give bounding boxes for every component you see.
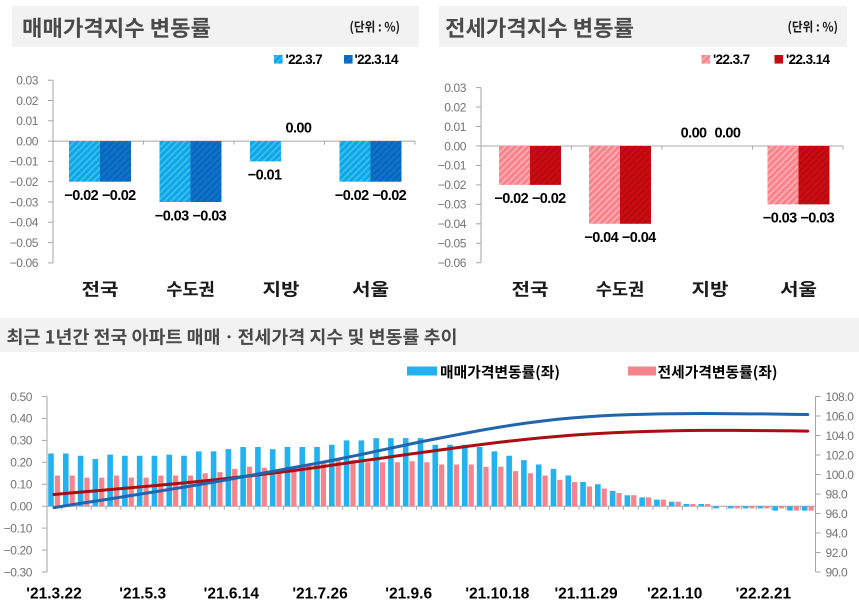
svg-text:'21.3.22: '21.3.22 bbox=[26, 586, 81, 603]
svg-text:0.00: 0.00 bbox=[16, 134, 38, 148]
svg-text:0.30: 0.30 bbox=[10, 434, 32, 448]
svg-text:0.00: 0.00 bbox=[681, 125, 707, 141]
svg-text:−0.02: −0.02 bbox=[102, 188, 136, 204]
svg-text:0.01: 0.01 bbox=[16, 114, 38, 128]
svg-text:'21.11.29: '21.11.29 bbox=[554, 586, 618, 603]
svg-text:'22.3.14: '22.3.14 bbox=[355, 52, 400, 67]
svg-text:−0.06: −0.06 bbox=[438, 256, 467, 270]
svg-text:'22.3.7: '22.3.7 bbox=[713, 52, 750, 67]
svg-text:0.03: 0.03 bbox=[16, 74, 38, 88]
svg-text:0.20: 0.20 bbox=[10, 456, 32, 470]
svg-text:−0.10: −0.10 bbox=[4, 521, 33, 535]
svg-text:0.02: 0.02 bbox=[444, 100, 466, 114]
svg-text:'21.10.18: '21.10.18 bbox=[465, 586, 529, 603]
svg-text:'22.1.10: '22.1.10 bbox=[647, 586, 702, 603]
svg-text:−0.02: −0.02 bbox=[64, 188, 98, 204]
svg-text:100.0: 100.0 bbox=[826, 468, 855, 482]
svg-text:−0.03: −0.03 bbox=[155, 208, 189, 224]
svg-text:−0.02: −0.02 bbox=[335, 188, 369, 204]
svg-text:−0.02: −0.02 bbox=[438, 178, 467, 192]
svg-text:98.0: 98.0 bbox=[826, 487, 848, 501]
svg-text:−0.04: −0.04 bbox=[622, 230, 656, 246]
svg-text:0.03: 0.03 bbox=[444, 81, 466, 95]
svg-text:−0.05: −0.05 bbox=[10, 236, 39, 250]
svg-text:102.0: 102.0 bbox=[826, 448, 855, 462]
svg-text:'22.3.14: '22.3.14 bbox=[786, 52, 831, 67]
svg-text:0.40: 0.40 bbox=[10, 412, 32, 426]
svg-text:−0.02: −0.02 bbox=[532, 191, 566, 207]
svg-text:−0.02: −0.02 bbox=[494, 191, 528, 207]
svg-text:−0.03: −0.03 bbox=[438, 198, 467, 212]
svg-text:90.0: 90.0 bbox=[826, 565, 848, 579]
svg-text:0.10: 0.10 bbox=[10, 478, 32, 492]
svg-text:0.01: 0.01 bbox=[444, 120, 466, 134]
svg-text:94.0: 94.0 bbox=[826, 526, 848, 540]
svg-text:−0.02: −0.02 bbox=[10, 175, 39, 189]
svg-text:96.0: 96.0 bbox=[826, 507, 848, 521]
svg-text:−0.01: −0.01 bbox=[438, 159, 467, 173]
svg-text:−0.20: −0.20 bbox=[4, 543, 33, 557]
svg-text:0.00: 0.00 bbox=[285, 121, 311, 137]
svg-text:104.0: 104.0 bbox=[826, 429, 855, 443]
svg-text:−0.03: −0.03 bbox=[763, 211, 797, 227]
svg-text:'21.9.6: '21.9.6 bbox=[385, 586, 432, 603]
svg-text:−0.04: −0.04 bbox=[438, 217, 467, 231]
svg-text:92.0: 92.0 bbox=[826, 546, 848, 560]
svg-text:−0.04: −0.04 bbox=[584, 230, 618, 246]
svg-text:−0.01: −0.01 bbox=[248, 168, 282, 184]
svg-text:'21.7.26: '21.7.26 bbox=[292, 586, 348, 603]
svg-text:−0.03: −0.03 bbox=[192, 208, 226, 224]
svg-text:−0.05: −0.05 bbox=[438, 237, 467, 251]
svg-text:−0.03: −0.03 bbox=[800, 211, 834, 227]
svg-text:'22.2.21: '22.2.21 bbox=[736, 586, 792, 603]
svg-text:108.0: 108.0 bbox=[826, 390, 855, 404]
svg-text:'21.5.3: '21.5.3 bbox=[119, 586, 166, 603]
svg-text:0.02: 0.02 bbox=[16, 94, 38, 108]
svg-text:−0.04: −0.04 bbox=[10, 216, 39, 230]
svg-text:−0.03: −0.03 bbox=[10, 195, 39, 209]
svg-text:−0.02: −0.02 bbox=[372, 188, 406, 204]
svg-text:'22.3.7: '22.3.7 bbox=[286, 52, 323, 67]
svg-text:−0.06: −0.06 bbox=[10, 256, 39, 270]
svg-text:−0.01: −0.01 bbox=[10, 155, 39, 169]
svg-text:0.00: 0.00 bbox=[714, 125, 740, 141]
svg-text:−0.30: −0.30 bbox=[4, 565, 33, 579]
svg-text:0.00: 0.00 bbox=[444, 139, 466, 153]
svg-text:0.50: 0.50 bbox=[10, 390, 32, 404]
svg-text:'21.6.14: '21.6.14 bbox=[204, 586, 260, 603]
svg-text:0.00: 0.00 bbox=[10, 499, 32, 513]
svg-text:106.0: 106.0 bbox=[826, 409, 855, 423]
